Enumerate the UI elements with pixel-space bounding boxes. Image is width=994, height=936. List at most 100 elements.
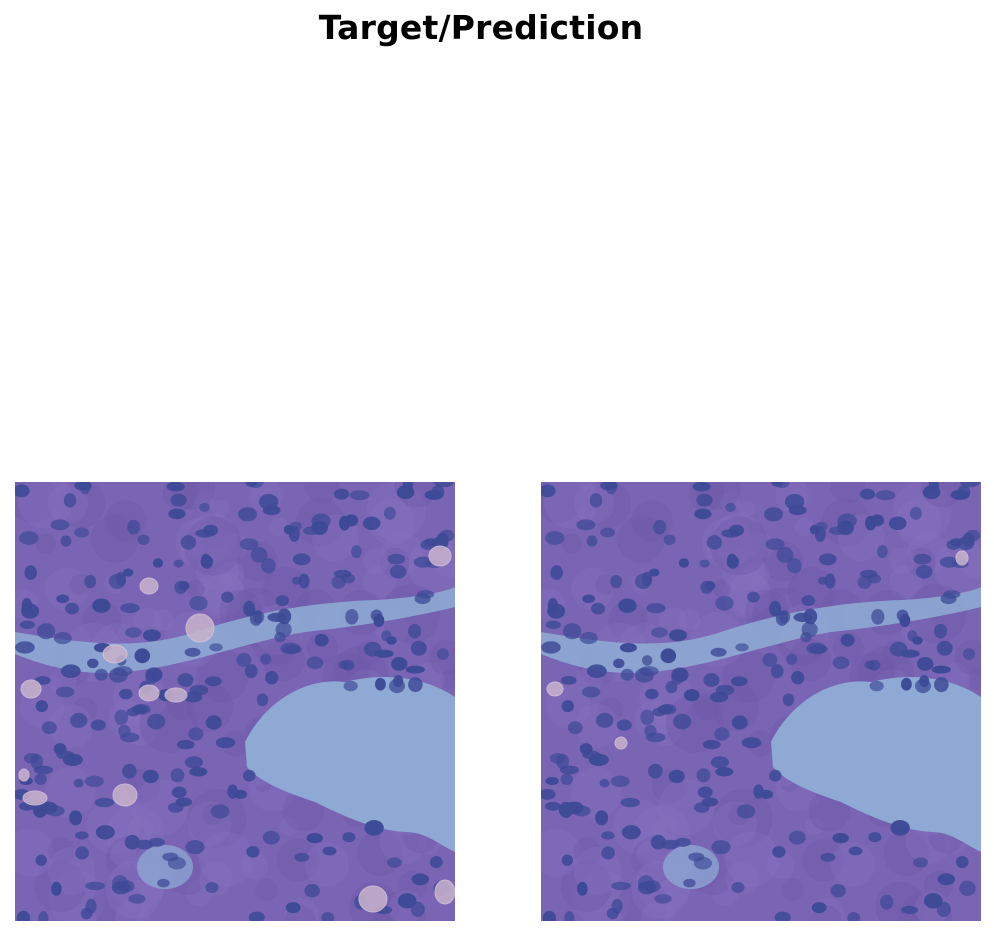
nucleus (168, 508, 186, 520)
nucleus (775, 610, 789, 626)
nucleus (605, 482, 617, 495)
nucleus (710, 647, 727, 657)
nucleus (541, 641, 561, 654)
nucleus (620, 668, 634, 681)
highlight-region (185, 613, 215, 643)
nucleus (35, 854, 47, 866)
nucleus (430, 856, 443, 869)
nucleus (558, 801, 574, 818)
nucleus (94, 797, 115, 808)
nucleus (53, 632, 72, 645)
nucleus (239, 538, 259, 551)
nucleus (383, 506, 396, 520)
nucleus (665, 680, 678, 694)
nucleus (75, 846, 89, 860)
nucleus (550, 565, 563, 580)
highlight-region (164, 687, 188, 703)
nucleus (375, 677, 386, 691)
nucleus (69, 810, 83, 826)
nucleus (402, 482, 414, 492)
nucleus (564, 911, 575, 921)
nucleus (94, 668, 108, 681)
nucleus (764, 507, 783, 522)
nucleus (275, 595, 289, 607)
nucleus (915, 565, 933, 579)
nucleus (765, 538, 785, 551)
nucleus (227, 784, 238, 799)
nucleus (260, 653, 272, 665)
nucleus (363, 641, 382, 657)
nucleus (803, 608, 818, 625)
nucleus (890, 820, 910, 836)
nucleus (928, 482, 940, 492)
nucleus (322, 846, 337, 856)
nucleus (84, 575, 97, 589)
nucleus (560, 676, 577, 685)
nucleus (545, 620, 561, 629)
nucleus (261, 558, 276, 574)
nucleus (75, 831, 89, 840)
nucleus (63, 493, 77, 508)
nucleus (246, 846, 260, 858)
nucleus (351, 545, 362, 559)
nucleus (601, 831, 615, 840)
nucleus (562, 623, 582, 640)
nucleus (788, 830, 806, 845)
nucleus (56, 594, 70, 604)
target-image-panel (15, 482, 455, 921)
nucleus (123, 568, 134, 577)
nucleus (247, 482, 264, 488)
nucleus (24, 565, 37, 580)
nucleus (85, 898, 97, 914)
nucleus (38, 911, 49, 921)
nucleus (610, 575, 623, 589)
nucleus (579, 743, 593, 755)
nucleus (339, 515, 351, 531)
nucleus (830, 884, 846, 898)
nucleus (15, 641, 35, 654)
nucleus (818, 553, 837, 566)
nucleus (654, 894, 672, 904)
nucleus (706, 535, 723, 550)
nucleus (262, 830, 280, 845)
nucleus (210, 804, 230, 819)
nucleus (189, 595, 208, 611)
nucleus (50, 519, 70, 531)
nucleus (124, 834, 140, 850)
nucleus (769, 769, 782, 782)
nucleus (692, 482, 711, 492)
highlight-region (112, 783, 138, 807)
nucleus (762, 652, 778, 667)
nucleus (877, 545, 888, 559)
highlight-region (22, 790, 48, 806)
nucleus (864, 660, 876, 669)
nucleus (646, 603, 666, 614)
nucleus (703, 673, 720, 687)
nucleus (600, 527, 616, 538)
nucleus (174, 580, 188, 594)
nucleus (122, 763, 137, 779)
nucleus (262, 505, 281, 516)
nucleus (306, 833, 323, 844)
nucleus (205, 882, 219, 893)
nucleus (311, 513, 331, 529)
nucleus (586, 535, 598, 547)
nucleus (16, 910, 31, 921)
nucleus (290, 521, 302, 531)
nucleus (541, 789, 556, 800)
nucleus (362, 516, 381, 531)
nucleus (545, 777, 559, 785)
nucleus (619, 643, 637, 653)
nucleus (859, 569, 878, 579)
nucleus (725, 502, 736, 512)
nucleus (588, 753, 609, 766)
nucleus (661, 839, 680, 850)
nucleus (294, 852, 310, 862)
nucleus (709, 691, 729, 703)
nucleus (817, 576, 828, 585)
nucleus (180, 535, 197, 550)
nucleus (694, 802, 710, 813)
nucleus (840, 633, 855, 647)
highlight-region (20, 679, 42, 699)
nucleus (53, 743, 67, 755)
